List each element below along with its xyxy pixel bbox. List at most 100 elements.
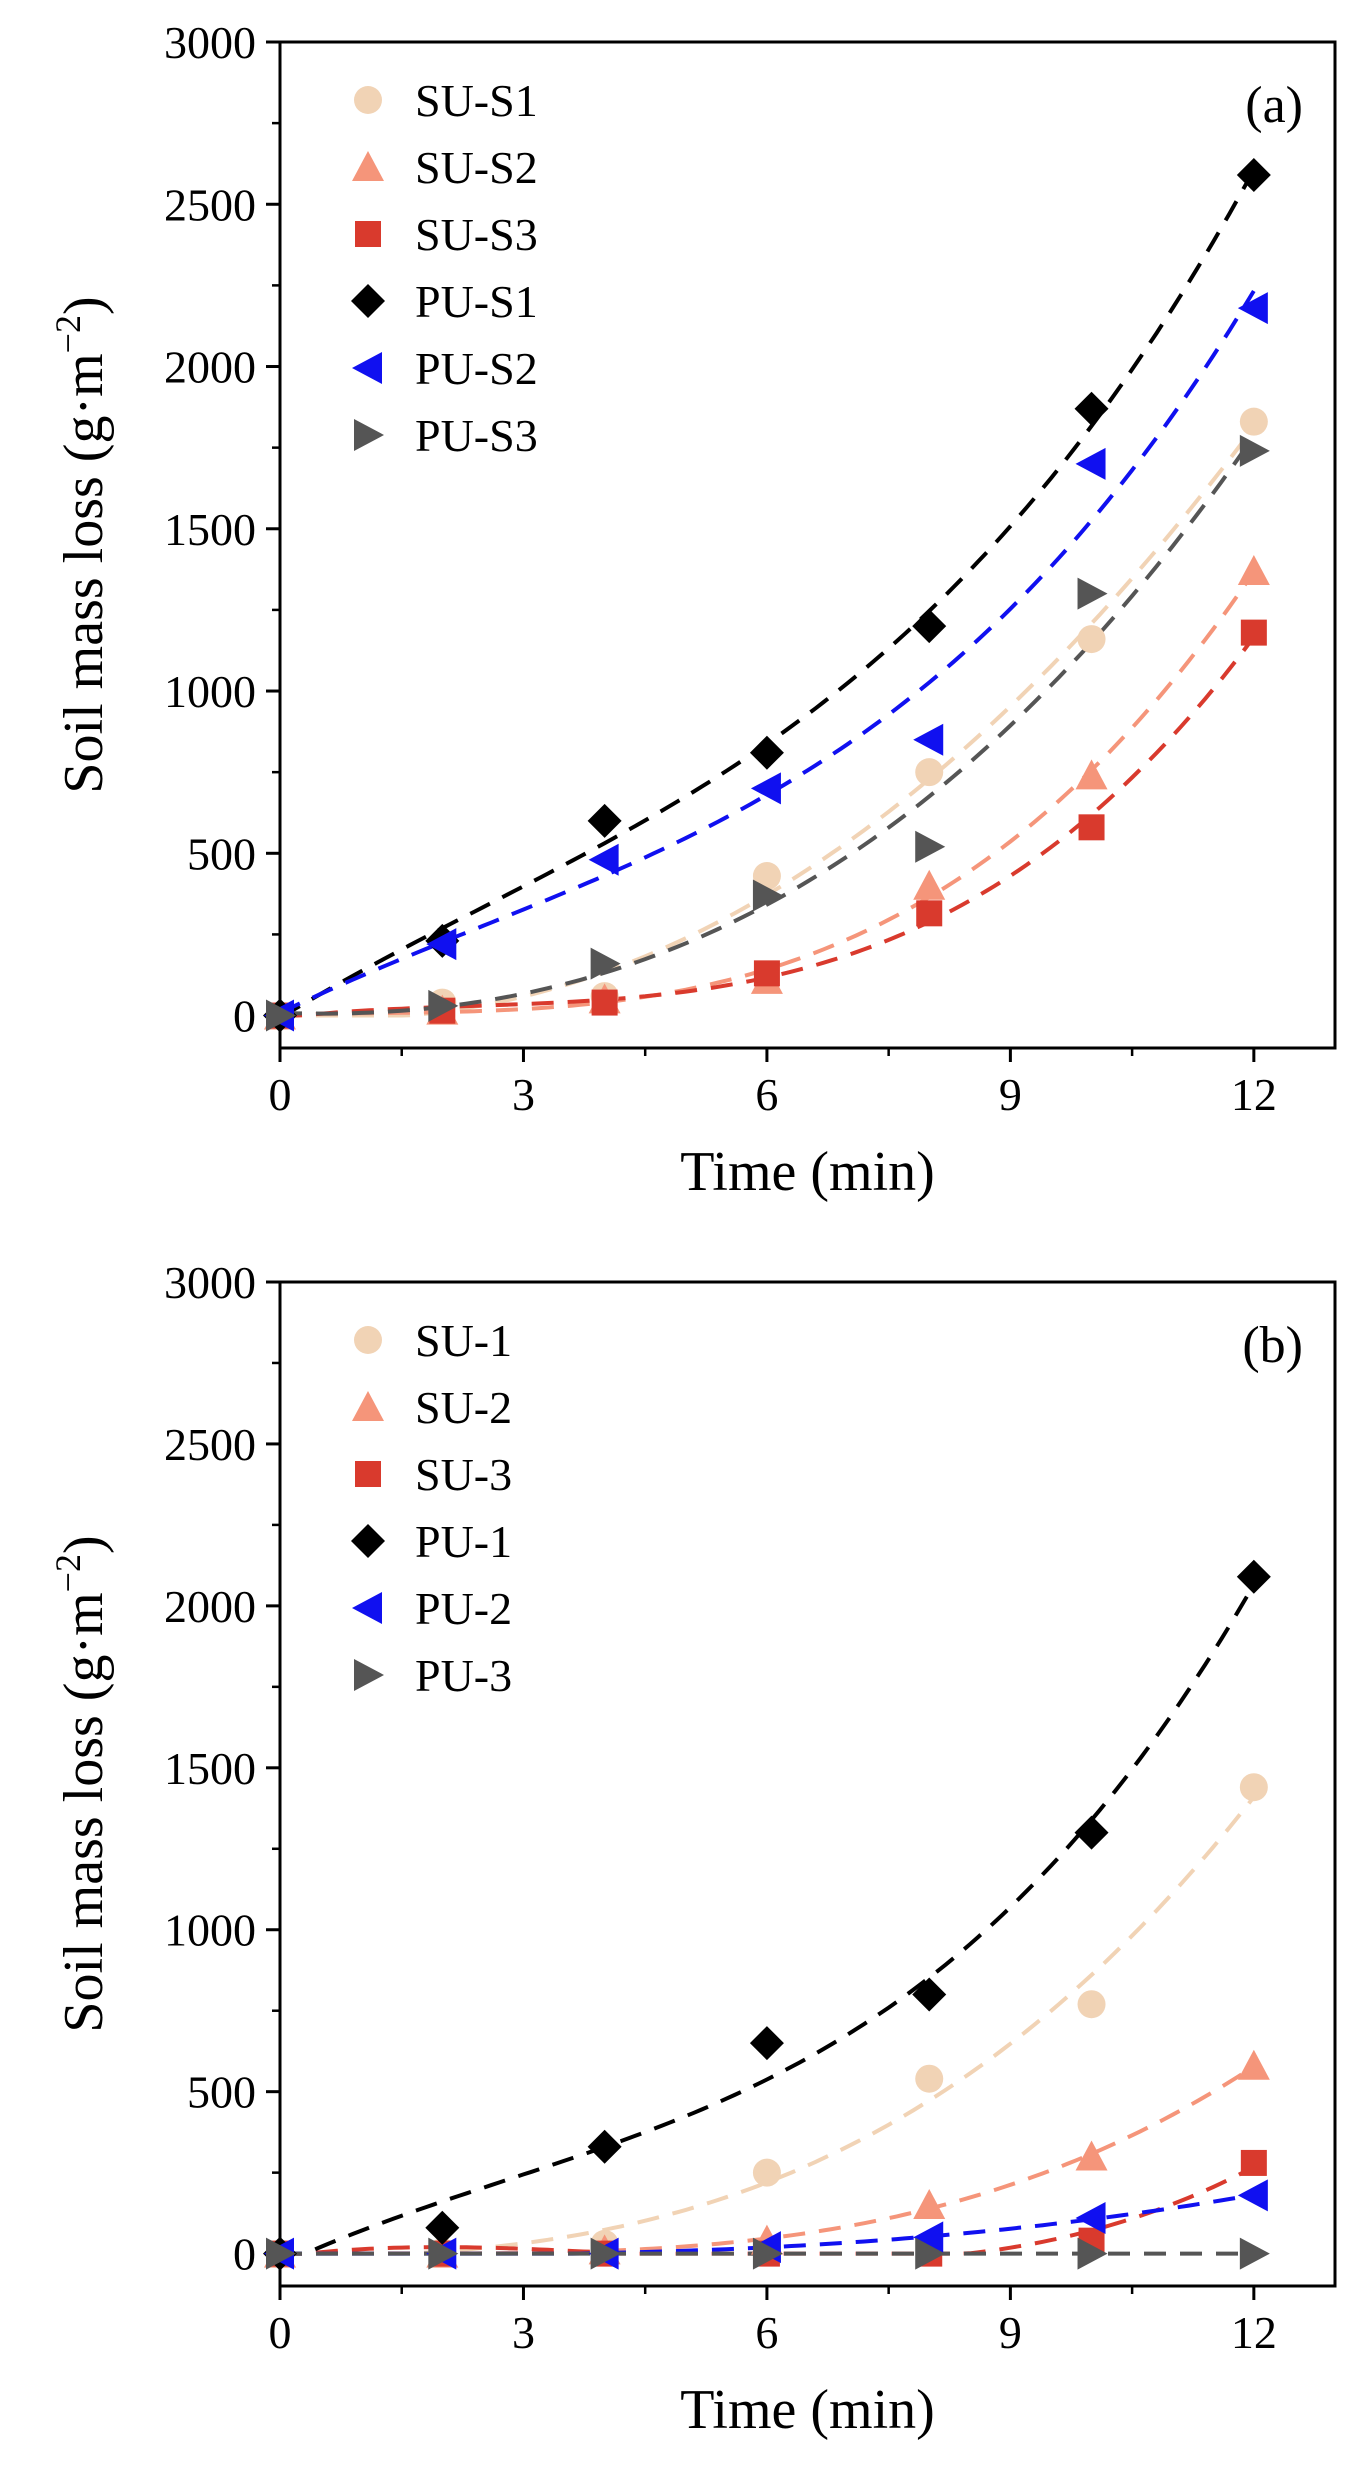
- point-PU-S2: [588, 843, 619, 876]
- x-tick-label: 9: [999, 1069, 1022, 1120]
- point-SU-S2: [1237, 554, 1270, 585]
- y-axis-title-sup: −2: [48, 315, 88, 353]
- point-PU-3: [590, 2237, 621, 2270]
- y-tick-label: 3000: [164, 1257, 256, 1308]
- legend-label-SU-3: SU-3: [415, 1449, 512, 1500]
- point-PU-S3: [266, 999, 296, 1032]
- legend-label-SU-S1: SU-S1: [415, 75, 538, 126]
- legend-marker-SU-3: [355, 1461, 381, 1487]
- x-tick-label: 0: [269, 1069, 292, 1120]
- legend-marker-PU-1: [351, 1524, 385, 1558]
- y-tick-label: 1500: [164, 504, 256, 555]
- plot-frame: [278, 40, 1337, 1050]
- point-PU-2: [913, 2221, 944, 2254]
- point-SU-S3: [1240, 619, 1267, 646]
- panel-a: 0 3 6 9 12 0 500 1000 1500 2000 2500 3000 Time (min)…: [48, 17, 1337, 1203]
- x-tick-label: 12: [1231, 1069, 1277, 1120]
- point-SU-1: [1077, 1990, 1106, 2019]
- point-SU-1: [752, 2158, 781, 2187]
- legend-marker-SU-1: [354, 1326, 382, 1354]
- point-PU-1: [425, 2210, 460, 2245]
- point-PU-1: [912, 1977, 947, 2012]
- legend-marker-SU-S1: [354, 86, 382, 114]
- legend-label-PU-S3: PU-S3: [415, 410, 538, 461]
- point-SU-2: [913, 2189, 946, 2220]
- legend: SU-S1 SU-S2 SU-S3 PU-S1 PU-S2 PU-S3: [351, 75, 538, 461]
- point-SU-S3: [591, 989, 618, 1016]
- legend-label-PU-S2: PU-S2: [415, 343, 538, 394]
- point-PU-3: [1239, 2237, 1270, 2270]
- point-SU-S1: [915, 758, 944, 787]
- legend-marker-PU-2: [352, 1592, 382, 1624]
- fit-line-PU-S3: [280, 435, 1256, 1016]
- x-tick-label: 9: [999, 2307, 1022, 2358]
- y-axis-title: Soil mass loss (g·m−2): [48, 296, 115, 793]
- point-SU-3: [1240, 2149, 1267, 2176]
- point-SU-S3: [916, 900, 943, 927]
- x-axis-title: Time (min): [680, 1141, 935, 1203]
- panel-label: (a): [1245, 77, 1303, 134]
- point-PU-S2: [913, 723, 944, 756]
- legend-marker-PU-3: [354, 1659, 384, 1691]
- point-PU-S3: [428, 989, 459, 1022]
- point-SU-S1: [752, 862, 781, 891]
- y-tick-label: 1000: [164, 1905, 256, 1956]
- x-tick-label: 6: [755, 1069, 778, 1120]
- point-SU-S1: [1077, 625, 1106, 654]
- point-PU-3: [915, 2237, 946, 2270]
- point-PU-3: [752, 2237, 783, 2270]
- y-tick-label: 1000: [164, 666, 256, 717]
- point-SU-2: [1237, 2049, 1270, 2080]
- y-axis-title-close: ): [53, 296, 115, 315]
- point-PU-2: [1237, 2179, 1268, 2212]
- legend-marker-PU-S1: [351, 284, 385, 318]
- data-points: [263, 1559, 1271, 2271]
- legend-marker-PU-S3: [354, 419, 384, 451]
- y-tick-label: 0: [233, 991, 256, 1042]
- point-PU-S1: [1236, 158, 1271, 193]
- point-PU-S3: [590, 947, 621, 980]
- legend-marker-SU-2: [352, 1391, 384, 1421]
- legend-label-PU-2: PU-2: [415, 1583, 512, 1634]
- y-axis-title-close: ): [53, 1535, 115, 1554]
- point-PU-S2: [750, 772, 781, 805]
- y-tick-label: 3000: [164, 17, 256, 68]
- point-PU-S1: [749, 735, 784, 770]
- point-PU-1: [749, 2026, 784, 2061]
- point-SU-S3: [753, 960, 780, 987]
- legend-marker-SU-S3: [355, 221, 381, 247]
- x-axis-title: Time (min): [680, 2379, 935, 2441]
- legend-label-SU-1: SU-1: [415, 1315, 512, 1366]
- point-PU-1: [1236, 1559, 1271, 1594]
- y-axis-title-main: Soil mass loss (g·m: [53, 353, 115, 793]
- x-tick-label: 3: [512, 1069, 535, 1120]
- legend-label-SU-2: SU-2: [415, 1382, 512, 1433]
- point-PU-S3: [1239, 434, 1270, 467]
- panel-b: 0 3 6 9 12 0 500 1000 1500 2000 2500 3000 Time (min)…: [48, 1257, 1337, 2441]
- point-SU-2: [1075, 2140, 1108, 2171]
- point-SU-1: [1239, 1773, 1268, 1802]
- legend: SU-1 SU-2 SU-3 PU-1 PU-2 PU-3: [351, 1315, 512, 1701]
- point-PU-S3: [752, 879, 783, 912]
- y-tick-label: 500: [187, 2067, 256, 2118]
- point-PU-S2: [1237, 292, 1268, 325]
- legend-label-PU-1: PU-1: [415, 1516, 512, 1567]
- point-PU-2: [1075, 2201, 1106, 2234]
- point-SU-S3: [1078, 814, 1105, 841]
- point-PU-S2: [426, 928, 457, 961]
- point-SU-1: [915, 2064, 944, 2093]
- point-PU-S3: [1077, 577, 1108, 610]
- x-tick-label: 12: [1231, 2307, 1277, 2358]
- point-SU-S1: [1239, 407, 1268, 436]
- panel-label: (b): [1242, 1317, 1303, 1374]
- legend-label-SU-S2: SU-S2: [415, 142, 538, 193]
- legend-label-SU-S3: SU-S3: [415, 209, 538, 260]
- y-axis-title-sup: −2: [48, 1554, 88, 1592]
- y-tick-label: 2000: [164, 342, 256, 393]
- legend-marker-PU-S2: [352, 352, 382, 384]
- point-PU-1: [1074, 1815, 1109, 1850]
- point-PU-S3: [915, 830, 946, 863]
- y-axis-title-main: Soil mass loss (g·m: [53, 1592, 115, 2032]
- legend-label-PU-3: PU-3: [415, 1650, 512, 1701]
